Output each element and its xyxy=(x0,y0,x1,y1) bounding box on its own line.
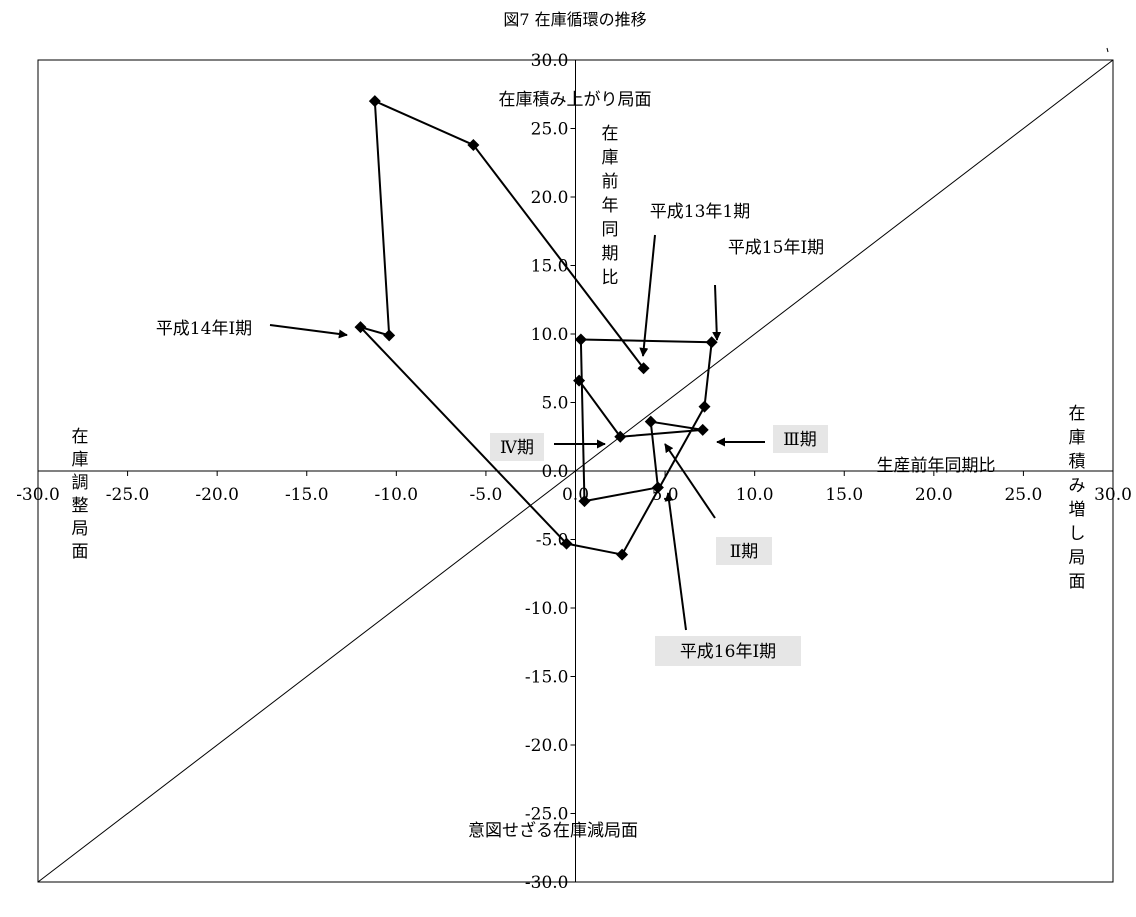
annotation-text: Ⅲ期 xyxy=(783,430,816,450)
quadrant-label-left: 在庫調整局面 xyxy=(72,427,89,562)
annotation-text: Ⅱ期 xyxy=(730,542,759,562)
corner-mark xyxy=(1106,47,1109,53)
tick-labels-group: -30.0 -25.0 -20.0 -15.0 -10.0 -5.0 0.0 5.0 10.0 1… xyxy=(16,51,1132,893)
annotation-h14: 平成14年Ⅰ期 xyxy=(156,319,348,339)
annotation-q3: Ⅲ期 xyxy=(716,425,828,453)
annotation-arrow xyxy=(712,284,722,341)
y-tick-label: -25.0 xyxy=(525,805,569,825)
y-tick-label: 20.0 xyxy=(531,188,569,208)
y-tick-label: 5.0 xyxy=(541,394,568,414)
x-tick-label: -15.0 xyxy=(285,485,329,505)
y-tick-label: -10.0 xyxy=(525,599,569,619)
data-point-marker xyxy=(644,415,657,428)
x-tick-label: 30.0 xyxy=(1094,485,1132,505)
y-tick-label: 0.0 xyxy=(541,462,568,482)
annotation-arrow xyxy=(269,324,348,339)
annotation-box xyxy=(490,433,544,461)
data-point-marker xyxy=(354,321,367,334)
annotation-box xyxy=(716,537,772,565)
annotation-arrow xyxy=(639,234,656,357)
x-tick-label: 10.0 xyxy=(736,485,774,505)
data-point-marker xyxy=(574,333,587,346)
quadrant-label-bottom: 意図せざる在庫減局面 xyxy=(468,820,638,841)
series-line xyxy=(359,100,713,556)
x-tick-label: -25.0 xyxy=(106,485,150,505)
data-point-marker xyxy=(705,336,718,349)
y-tick-label: 15.0 xyxy=(531,257,569,277)
data-point-marker xyxy=(560,537,573,550)
data-point-marker xyxy=(573,374,586,387)
diagonal-group xyxy=(37,59,1114,883)
data-point-marker xyxy=(578,495,591,508)
y-tick-label: 30.0 xyxy=(531,51,569,71)
annotation-text: Ⅳ期 xyxy=(500,438,534,458)
x-tick-label: 15.0 xyxy=(825,485,863,505)
x-tick-label: 20.0 xyxy=(915,485,953,505)
data-point-marker xyxy=(614,430,627,443)
annotation-text: 平成14年Ⅰ期 xyxy=(156,319,252,339)
data-point-marker xyxy=(698,400,711,413)
annotation-h13: 平成13年1期 xyxy=(639,202,750,357)
x-tick-label: -30.0 xyxy=(16,485,60,505)
annotation-text: 平成16年Ⅰ期 xyxy=(680,642,776,662)
diagonal-reference-line xyxy=(37,59,1114,883)
y-tick-label: -30.0 xyxy=(525,873,569,893)
y-tick-label: -15.0 xyxy=(525,668,569,688)
data-point-marker xyxy=(467,138,480,151)
chart-title: 図7 在庫循環の推移 xyxy=(503,10,646,29)
data-point-marker xyxy=(651,481,664,494)
series-group xyxy=(354,95,718,561)
x-tick-label: -10.0 xyxy=(375,485,419,505)
annotation-box xyxy=(773,425,828,453)
y-tick-label: -5.0 xyxy=(536,531,569,551)
annotation-q4: Ⅳ期 xyxy=(490,433,606,461)
data-point-marker xyxy=(616,548,629,561)
annotation-text: 平成13年1期 xyxy=(650,202,750,222)
annotation-h16: 平成16年Ⅰ期 xyxy=(655,492,801,666)
y-tick-label: 10.0 xyxy=(531,325,569,345)
annotation-h15: 平成15年Ⅰ期 xyxy=(712,238,824,341)
data-point-marker xyxy=(368,95,381,108)
annotation-arrow xyxy=(664,443,716,519)
x-tick-label: 25.0 xyxy=(1004,485,1042,505)
y-axis-label: 在庫前年同期比 xyxy=(602,124,619,288)
quadrant-label-right: 在庫積み増し局面 xyxy=(1069,404,1086,592)
y-tick-label: 25.0 xyxy=(531,120,569,140)
x-tick-label: -20.0 xyxy=(195,485,239,505)
annotation-q2: Ⅱ期 xyxy=(664,443,772,565)
data-point-marker xyxy=(637,362,650,375)
annotation-arrow xyxy=(664,492,687,631)
y-tick-label: -20.0 xyxy=(525,736,569,756)
annotation-box xyxy=(655,636,801,666)
x-tick-label: -5.0 xyxy=(470,485,503,505)
x-axis-label: 生産前年同期比 xyxy=(877,456,996,476)
quadrant-label-top: 在庫積み上がり局面 xyxy=(499,90,652,110)
data-point-marker xyxy=(383,329,396,342)
data-point-marker xyxy=(696,423,709,436)
annotation-text: 平成15年Ⅰ期 xyxy=(728,238,824,258)
